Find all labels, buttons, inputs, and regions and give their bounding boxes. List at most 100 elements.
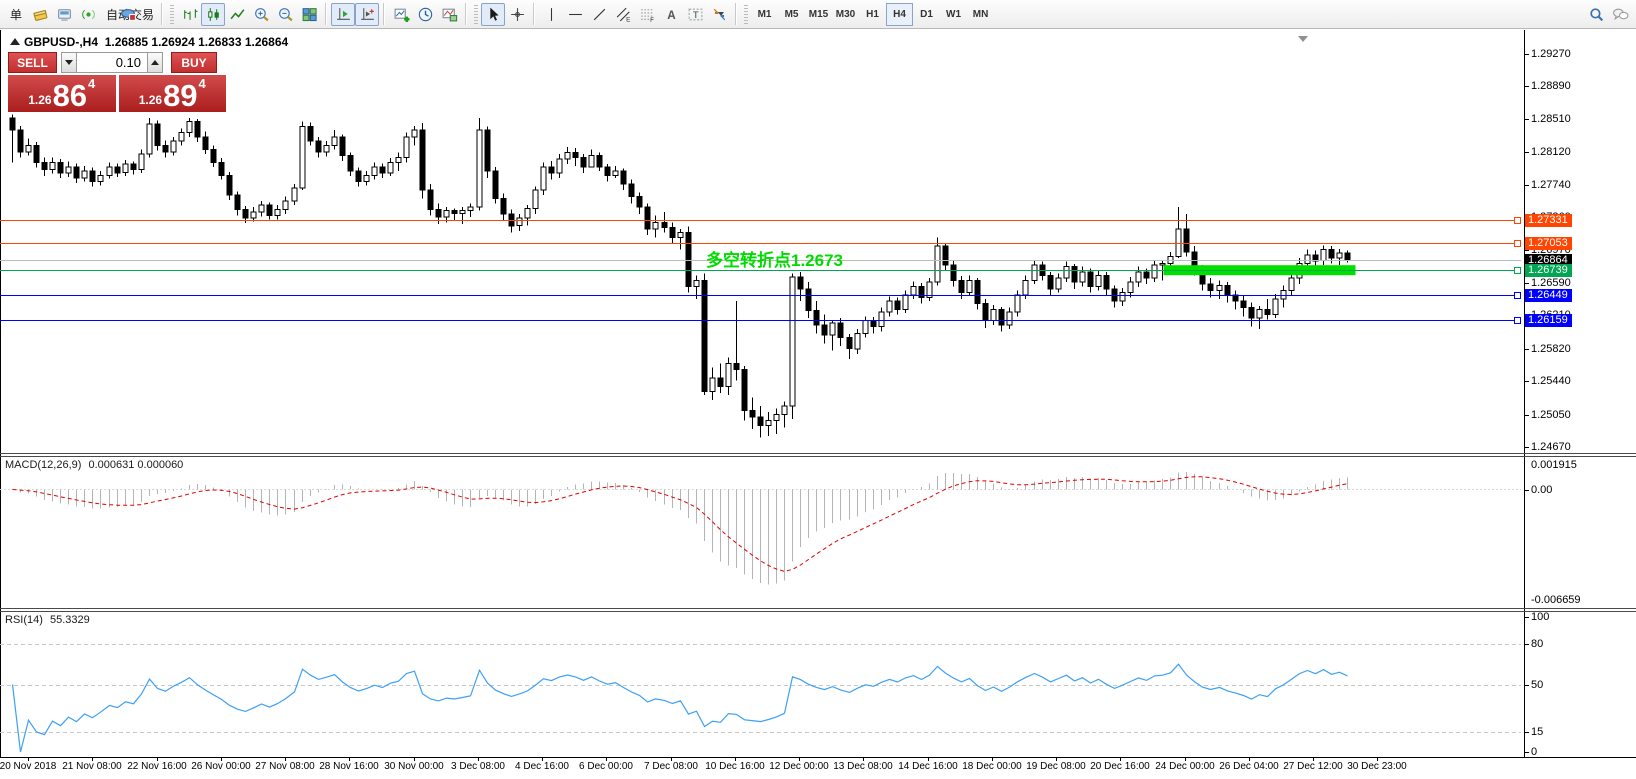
buy-button[interactable]: BUY [171, 52, 217, 73]
text-icon: A [667, 8, 676, 21]
line-chart-icon[interactable] [225, 3, 249, 26]
timeframe-button-w1[interactable]: W1 [946, 8, 962, 20]
volume-decrease-button[interactable] [61, 52, 77, 73]
timeframe-button-mn[interactable]: MN [972, 8, 989, 20]
macd-axis-tick [1524, 490, 1529, 491]
toolbar-group: 单 自动交易 [4, 3, 157, 26]
dropdown-arrow-icon[interactable] [717, 12, 724, 16]
macd-axis-label: 0.00 [1531, 484, 1553, 496]
toolbar-grip[interactable] [474, 4, 479, 24]
time-axis-tick [735, 757, 736, 761]
level-price-badge: 1.27053 [1525, 237, 1572, 250]
signals-icon[interactable] [76, 3, 100, 26]
fibonacci-icon[interactable]: F [635, 3, 659, 26]
chart-shift-icon[interactable] [331, 2, 356, 26]
price-axis-tick [1524, 185, 1529, 186]
sell-button[interactable]: SELL [8, 52, 57, 73]
main-toolbar: 单 自动交易 E F A T M1 M5 M15 M30 H1 H4 D1 W1 MN [0, 0, 1636, 29]
rsi-indicator-label: RSI(14) 55.3329 [5, 614, 90, 626]
vertical-line-icon[interactable] [539, 3, 563, 26]
timeframe-button-h1[interactable]: H1 [866, 8, 879, 20]
auto-scroll-icon[interactable] [355, 2, 380, 26]
chat-icon[interactable] [1608, 3, 1632, 26]
autotrading-button[interactable]: 自动交易 [100, 3, 157, 26]
trendline-icon [593, 8, 605, 20]
timeframe-button-d1[interactable]: D1 [920, 8, 933, 20]
time-axis-tick [221, 757, 222, 761]
time-axis-label: 21 Nov 08:00 [62, 761, 122, 772]
terminal-window-icon [57, 8, 71, 21]
bar-chart-icon[interactable] [177, 3, 201, 26]
time-axis-label: 19 Dec 08:00 [1026, 761, 1086, 772]
timeframe-button-m1[interactable]: M1 [757, 8, 772, 20]
crosshair-icon[interactable] [505, 3, 529, 26]
time-axis-tick [928, 757, 929, 761]
time-axis-tick [542, 757, 543, 761]
toolbar-right-group [1584, 3, 1632, 26]
toolbar-grip[interactable] [170, 4, 175, 24]
price-axis-border [1524, 30, 1525, 757]
timeframe-button-m5[interactable]: M5 [784, 8, 799, 20]
macd-panel-surface[interactable] [0, 457, 1525, 608]
add-indicator-icon[interactable] [389, 3, 413, 26]
time-axis-tick [606, 757, 607, 761]
text-icon[interactable]: A [659, 3, 683, 26]
toolbar-grip[interactable] [744, 4, 749, 24]
rsi-panel-surface[interactable] [0, 612, 1525, 757]
volume-input[interactable] [77, 52, 147, 73]
triangle-down-icon [65, 60, 73, 65]
chart-left-border [0, 30, 1, 757]
time-axis-label: 26 Nov 00:00 [191, 761, 251, 772]
buy-price-display[interactable]: 1.26 89 4 [118, 75, 226, 112]
trade-panel-collapse-arrow[interactable] [10, 38, 20, 45]
rsi-name: RSI(14) [5, 614, 43, 626]
panel-splitter[interactable] [0, 608, 1636, 609]
toolbar-separator [533, 3, 536, 25]
toolbar-group: M1 M5 M15 M30 H1 H4 D1 W1 MN [751, 2, 994, 26]
zoom-out-icon[interactable] [273, 3, 297, 26]
timeframe-button-h4[interactable]: H4 [886, 2, 914, 26]
time-axis-label: 30 Dec 23:00 [1347, 761, 1407, 772]
new-order-button[interactable]: 单 [9, 7, 22, 22]
trendline-icon[interactable] [587, 3, 611, 26]
timeframe-button-m15[interactable]: M15 [808, 8, 829, 20]
equidistant-channel-icon[interactable]: E [611, 3, 635, 26]
time-axis-tick [92, 757, 93, 761]
macd-name: MACD(12,26,9) [5, 459, 82, 471]
templates-icon[interactable] [437, 3, 461, 26]
toolbar-separator [383, 3, 386, 25]
price-axis-label: 1.24670 [1531, 441, 1571, 453]
rsi-axis-label: 80 [1531, 638, 1544, 650]
text-label-icon[interactable]: T [683, 3, 707, 26]
price-axis-label: 1.26590 [1531, 277, 1571, 289]
periods-icon[interactable] [413, 3, 437, 26]
volume-increase-button[interactable] [147, 52, 163, 73]
add-indicator-icon [394, 8, 409, 22]
one-click-trading-panel: SELL BUY 1.26 86 4 1.26 89 4 [8, 52, 226, 112]
timeframe-button-m30[interactable]: M30 [835, 8, 856, 20]
search-icon[interactable] [1584, 3, 1608, 26]
arrows-icon[interactable] [707, 3, 731, 26]
time-axis-border [0, 757, 1636, 758]
rsi-axis-tick [1524, 617, 1529, 618]
main-chart-surface[interactable] [0, 30, 1525, 453]
tile-windows-icon[interactable] [297, 3, 321, 26]
chat-icon [1612, 8, 1628, 20]
sell-price-big: 86 [52, 78, 88, 113]
terminal-window-icon[interactable] [52, 3, 76, 26]
periods-icon [418, 7, 432, 21]
sell-price-display[interactable]: 1.26 86 4 [8, 75, 116, 112]
svg-text:E: E [626, 16, 630, 23]
toolbar-separator [325, 3, 328, 25]
panel-splitter[interactable] [0, 453, 1636, 454]
horizontal-line-icon[interactable] [563, 3, 587, 26]
price-axis-tick [1524, 86, 1529, 87]
cursor-icon[interactable] [481, 2, 506, 26]
triangle-up-icon [151, 60, 159, 65]
panel-splitter [0, 611, 1636, 612]
market-watch-icon[interactable] [28, 3, 52, 26]
price-axis-tick [1524, 283, 1529, 284]
zoom-in-icon[interactable] [249, 3, 273, 26]
rsi-axis-label: 15 [1531, 726, 1544, 738]
candlestick-chart-icon[interactable] [201, 2, 226, 26]
